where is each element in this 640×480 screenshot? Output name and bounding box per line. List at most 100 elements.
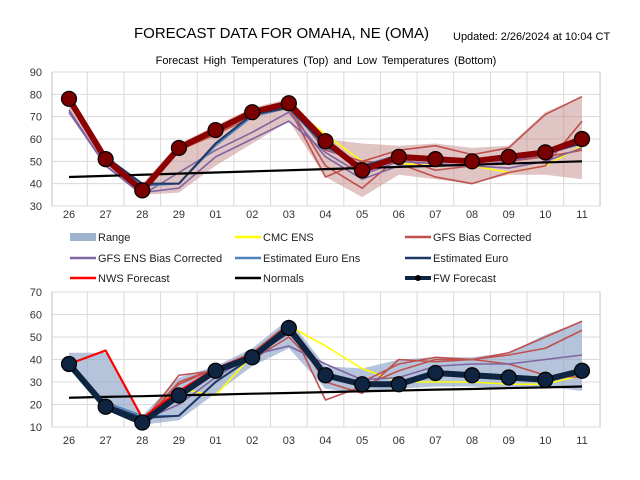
legend-label: CMC ENS xyxy=(263,232,314,244)
x-tick-label: 04 xyxy=(319,209,331,221)
fw-forecast-point xyxy=(134,414,151,431)
legend-item-fw-forecast: FW Forecast xyxy=(405,273,496,285)
fw-forecast-point xyxy=(354,162,371,179)
legend-item-normals: Normals xyxy=(235,273,304,285)
x-tick-label: 26 xyxy=(63,435,75,447)
legend-item-cmc-ens: CMC ENS xyxy=(235,232,314,244)
y-tick-label: 70 xyxy=(30,287,42,299)
x-tick-label: 11 xyxy=(576,209,587,221)
legend-item-gfs-ens-bias-corrected: GFS ENS Bias Corrected xyxy=(70,253,222,265)
fw-forecast-point xyxy=(317,133,334,150)
x-tick-label: 06 xyxy=(393,209,405,221)
y-tick-label: 50 xyxy=(30,332,42,344)
y-tick-label: 40 xyxy=(30,355,42,367)
y-tick-label: 60 xyxy=(30,134,42,146)
fw-forecast-point xyxy=(280,319,297,337)
fw-forecast-point xyxy=(537,371,554,388)
x-tick-label: 01 xyxy=(209,209,221,221)
x-tick-label: 10 xyxy=(539,209,551,221)
y-tick-label: 50 xyxy=(30,156,42,168)
fw-forecast-point xyxy=(390,376,407,393)
legend-item-estimated-euro-ens: Estimated Euro Ens xyxy=(235,253,361,265)
fw-forecast-point xyxy=(573,362,591,379)
x-tick-label: 03 xyxy=(283,209,295,221)
x-tick-label: 11 xyxy=(576,435,587,447)
x-tick-label: 02 xyxy=(246,435,258,447)
x-tick-label: 27 xyxy=(100,435,112,447)
fw-forecast-point xyxy=(427,151,444,168)
legend-item-gfs-bias-corrected: GFS Bias Corrected xyxy=(405,232,531,244)
x-tick-label: 28 xyxy=(136,435,148,447)
fw-forecast-point xyxy=(427,364,444,382)
updated-timestamp: Updated: 2/26/2024 at 10:04 CT xyxy=(453,31,610,43)
x-tick-label: 29 xyxy=(173,435,185,447)
x-tick-label: 26 xyxy=(63,209,75,221)
fw-forecast-point xyxy=(244,349,261,366)
x-tick-label: 07 xyxy=(429,209,441,221)
legend-label: Normals xyxy=(263,273,304,285)
x-tick-label: 09 xyxy=(503,435,515,447)
x-tick-label: 27 xyxy=(100,209,112,221)
x-tick-label: 08 xyxy=(466,209,478,221)
x-tick-label: 04 xyxy=(319,435,331,447)
chart-subtitle: Forecast High Temperatures (Top) and Low… xyxy=(156,55,497,67)
legend-item-nws-forecast: NWS Forecast xyxy=(70,273,170,285)
legend-label: FW Forecast xyxy=(433,273,496,285)
fw-forecast-point xyxy=(170,139,188,157)
series-line-gfs-ens-bias-corrected xyxy=(68,111,583,194)
legend-label: Estimated Euro xyxy=(433,253,508,265)
x-tick-label: 05 xyxy=(356,435,368,447)
fw-forecast-point xyxy=(134,182,151,199)
legend-item-range: Range xyxy=(70,232,130,244)
page-title: FORECAST DATA FOR OMAHA, NE (OMA) xyxy=(134,25,429,42)
high-temp-chart: 30 40 50 60 70 80 90 26 27 28 29 01 02 03 04 05 06 07 08 09… xyxy=(30,67,601,221)
y-tick-label: 30 xyxy=(30,377,42,389)
fw-forecast-point xyxy=(500,148,517,165)
fw-forecast-point xyxy=(500,369,517,386)
y-tick-label: 30 xyxy=(30,201,42,213)
x-tick-label: 28 xyxy=(136,209,148,221)
legend-label: GFS ENS Bias Corrected xyxy=(98,253,222,265)
fw-forecast-point xyxy=(244,104,261,121)
fw-forecast-point xyxy=(537,144,554,161)
x-tick-label: 10 xyxy=(539,435,551,447)
y-tick-label: 70 xyxy=(30,112,42,124)
x-tick-label: 29 xyxy=(173,209,185,221)
legend-label: Estimated Euro Ens xyxy=(263,253,361,265)
x-tick-label: 02 xyxy=(246,209,258,221)
fw-forecast-point xyxy=(390,148,407,165)
y-tick-label: 10 xyxy=(30,422,42,434)
legend-label: NWS Forecast xyxy=(98,273,170,285)
x-tick-label: 05 xyxy=(356,209,368,221)
fw-forecast-point xyxy=(463,367,481,384)
fw-forecast-point xyxy=(60,355,78,373)
y-tick-label: 80 xyxy=(30,89,42,101)
fw-forecast-point xyxy=(573,130,591,148)
x-tick-label: 06 xyxy=(393,435,405,447)
low-temp-chart: 10 20 30 40 50 60 70 26 27 28 29 01 02 03 04 05 06 07 08 09… xyxy=(30,287,601,447)
fw-forecast-point xyxy=(60,90,78,107)
fw-forecast-point xyxy=(317,367,334,384)
fw-forecast-point xyxy=(354,376,371,393)
legend-label: GFS Bias Corrected xyxy=(433,232,531,244)
legend-item-estimated-euro: Estimated Euro xyxy=(405,253,508,265)
x-tick-label: 01 xyxy=(209,435,221,447)
x-tick-label: 09 xyxy=(503,209,515,221)
x-tick-label: 08 xyxy=(466,435,478,447)
x-tick-label: 03 xyxy=(283,435,295,447)
fw-forecast-point xyxy=(280,95,297,112)
fw-forecast-point xyxy=(97,398,114,415)
y-tick-label: 60 xyxy=(30,310,42,322)
series-line-gfs-ens-bias-corrected xyxy=(68,109,583,196)
fw-forecast-point xyxy=(97,151,114,168)
legend-marker xyxy=(415,275,421,281)
y-tick-label: 40 xyxy=(30,179,42,191)
fw-forecast-point xyxy=(207,121,224,139)
legend-swatch xyxy=(70,233,96,241)
fw-forecast-point xyxy=(463,153,481,170)
y-tick-label: 20 xyxy=(30,400,42,412)
fw-forecast-point xyxy=(170,387,188,404)
legend-label: Range xyxy=(98,232,130,244)
series-line-normals xyxy=(68,385,583,399)
